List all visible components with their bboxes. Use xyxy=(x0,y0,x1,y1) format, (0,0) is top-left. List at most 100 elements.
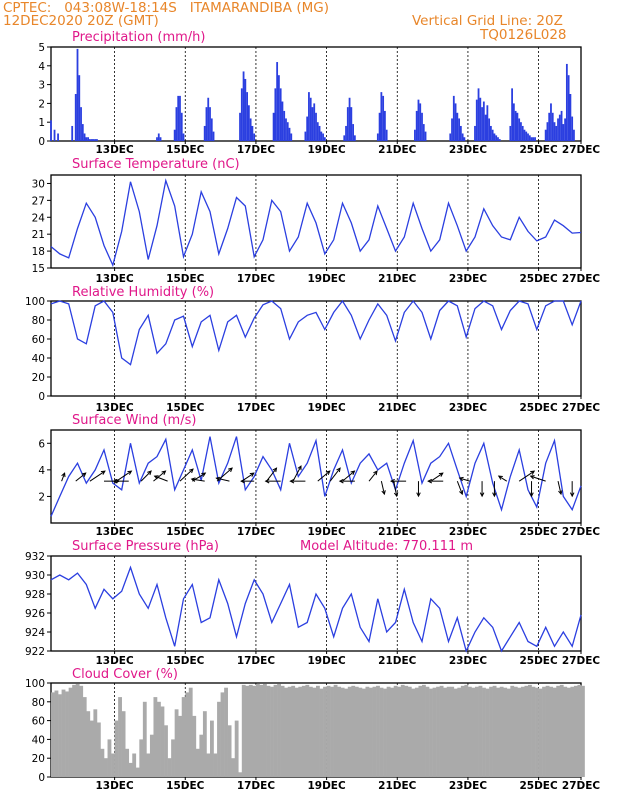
x-tick-label: 27DEC xyxy=(562,655,601,667)
precip-bar xyxy=(239,112,241,141)
precip-bar xyxy=(281,101,284,141)
cloud-bar xyxy=(121,711,126,777)
x-tick-label: 27DEC xyxy=(562,273,601,285)
cloud-bar xyxy=(376,685,380,777)
x-tick-label: 19DEC xyxy=(307,780,346,792)
x-tick-label: 17DEC xyxy=(237,273,276,285)
cloud-bar xyxy=(379,687,384,777)
precip-bar xyxy=(562,124,565,141)
cloud-bar xyxy=(305,684,310,777)
wind-vector-head xyxy=(416,492,421,498)
y-tick-label: 2 xyxy=(38,491,45,503)
cloud-bar xyxy=(397,686,402,777)
cloud-bar xyxy=(542,686,546,777)
precip-bar xyxy=(479,97,482,141)
x-tick-label: 23DEC xyxy=(449,655,488,667)
precip-bar xyxy=(92,139,95,141)
panel-subtitle: Model Altitude: 770.111 m xyxy=(300,539,473,554)
precip-bar xyxy=(565,63,568,141)
x-tick-label: 25DEC xyxy=(519,526,558,538)
wind-vector-head xyxy=(228,467,233,473)
precip-bar xyxy=(414,129,416,141)
y-tick-label: 928 xyxy=(25,589,45,601)
precip-bar xyxy=(53,129,56,141)
precip-bar xyxy=(157,133,160,141)
precip-bar xyxy=(452,95,455,141)
precip-bar xyxy=(182,133,185,141)
precip-bar xyxy=(497,137,499,141)
x-tick-label: 25DEC xyxy=(519,273,558,285)
precip-bar xyxy=(345,125,347,141)
cloud-bar xyxy=(178,715,183,777)
cloud-bar xyxy=(118,697,122,777)
y-tick-label: 922 xyxy=(25,646,45,658)
cloud-bar xyxy=(259,684,264,777)
precip-bar xyxy=(491,129,494,141)
y-tick-label: 100 xyxy=(25,678,45,690)
cloud-bar xyxy=(404,685,409,777)
wind-vector-head xyxy=(153,475,159,480)
precip-bar xyxy=(320,131,323,141)
precip-bar xyxy=(488,118,491,141)
x-tick-label: 23DEC xyxy=(449,780,488,792)
cloud-bar xyxy=(436,686,440,777)
cloud-bar xyxy=(446,686,451,777)
cloud-bar xyxy=(489,686,493,777)
cloud-bar xyxy=(319,688,324,777)
panel-title: Cloud Cover (%) xyxy=(72,667,178,682)
precip-bar xyxy=(87,137,89,141)
cloud-bar xyxy=(453,688,458,777)
cloud-bar xyxy=(61,689,66,777)
cloud-bar xyxy=(475,686,479,777)
cloud-bar xyxy=(538,688,543,777)
wind-vector-head xyxy=(289,478,295,484)
wind-vector-head xyxy=(458,476,464,482)
y-tick-label: 60 xyxy=(32,716,45,728)
cloud-bar xyxy=(89,720,94,777)
wind-vector-head xyxy=(381,490,386,496)
panel-2: 15 18 21 24 27 30 13DEC 15DEC 17DEC 19DEC 21DEC 23D… xyxy=(32,157,601,285)
precip-bar xyxy=(456,112,459,141)
y-tick-label: 5 xyxy=(38,42,45,54)
wind-vector-head xyxy=(427,478,433,484)
header-run-date: 12DEC2020 20Z (GMT) xyxy=(3,13,159,29)
precip-bar xyxy=(57,133,59,141)
precip-bar xyxy=(415,110,418,141)
precip-bar xyxy=(498,139,501,141)
precip-bar xyxy=(463,137,466,141)
x-tick-label: 17DEC xyxy=(237,780,276,792)
cloud-bar xyxy=(545,685,550,777)
cloud-bar xyxy=(213,753,218,777)
cloud-bar xyxy=(132,753,137,777)
x-tick-label: 23DEC xyxy=(449,402,488,414)
y-tick-label: 0 xyxy=(38,136,45,148)
cloud-bar xyxy=(252,685,257,777)
cloud-bar xyxy=(107,739,112,777)
y-tick-label: 3 xyxy=(38,80,45,92)
precip-bar xyxy=(76,48,79,141)
cloud-bar xyxy=(422,684,426,777)
x-tick-label: 25DEC xyxy=(519,144,558,156)
series-line xyxy=(50,565,582,653)
y-tick-label: 60 xyxy=(32,334,45,346)
cloud-bar xyxy=(171,739,175,777)
precip-bar xyxy=(385,129,388,141)
panel-title: Surface Wind (m/s) xyxy=(72,413,196,428)
x-tick-label: 27DEC xyxy=(562,144,601,156)
precip-bar xyxy=(90,139,93,141)
cloud-bar xyxy=(457,687,462,777)
cloud-bar xyxy=(552,687,557,777)
precip-bar xyxy=(173,129,176,141)
precip-bar xyxy=(380,92,383,141)
wind-vector-head xyxy=(529,475,535,480)
cloud-bar xyxy=(79,685,84,777)
precip-bar xyxy=(308,92,310,141)
y-tick-label: 15 xyxy=(32,263,45,275)
precip-bar xyxy=(240,88,243,141)
cloud-bar xyxy=(351,685,356,777)
cloud-bar xyxy=(577,684,582,777)
cloud-bar xyxy=(142,701,147,777)
wind-vector-head xyxy=(112,478,118,484)
x-tick-label: 25DEC xyxy=(519,402,558,414)
